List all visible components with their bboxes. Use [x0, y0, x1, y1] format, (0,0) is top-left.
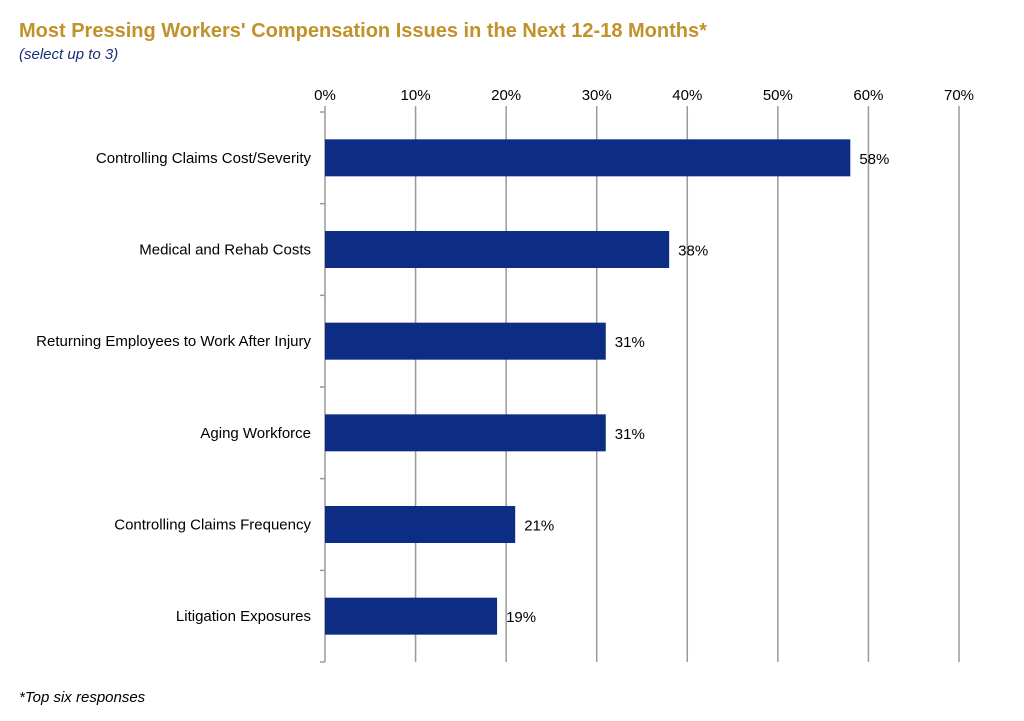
x-tick-label: 60% — [853, 87, 883, 104]
x-tick-label: 50% — [763, 87, 793, 104]
x-tick-label: 10% — [401, 87, 431, 104]
bar — [325, 231, 670, 268]
data-label: 19% — [506, 609, 536, 626]
category-label: Medical and Rehab Costs — [139, 242, 311, 259]
bar — [325, 414, 606, 452]
bar — [325, 139, 851, 177]
category-label: Litigation Exposures — [176, 608, 311, 625]
x-tick-label: 30% — [582, 87, 612, 104]
chart-footnote: *Top six responses — [19, 689, 146, 706]
category-label: Aging Workforce — [200, 425, 311, 442]
data-label: 58% — [859, 151, 889, 168]
chart-title: Most Pressing Workers' Compensation Issu… — [19, 20, 707, 42]
bar — [325, 506, 516, 543]
bar — [325, 597, 498, 635]
x-tick-label: 40% — [672, 87, 702, 104]
category-label: Controlling Claims Cost/Severity — [96, 150, 312, 167]
data-label: 21% — [524, 518, 554, 535]
data-label: 31% — [615, 334, 645, 351]
chart-subtitle: (select up to 3) — [19, 46, 119, 63]
x-tick-label: 20% — [491, 87, 521, 104]
category-label: Returning Employees to Work After Injury — [36, 333, 311, 350]
data-label: 31% — [615, 426, 645, 443]
category-label: Controlling Claims Frequency — [114, 517, 311, 534]
x-tick-label: 70% — [944, 87, 974, 104]
x-tick-label: 0% — [314, 87, 336, 104]
data-label: 38% — [678, 243, 708, 260]
bar — [325, 322, 606, 360]
